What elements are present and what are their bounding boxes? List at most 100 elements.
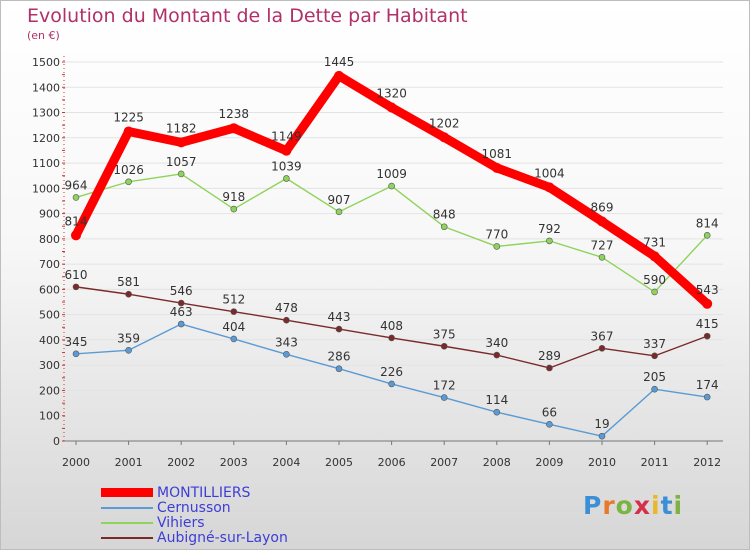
data-point: [230, 308, 238, 315]
x-tick-label: 2000: [62, 456, 90, 469]
data-point: [230, 335, 238, 343]
proxiti-logo: Proxiti: [583, 491, 683, 520]
data-label: 1320: [376, 86, 407, 100]
data-label: 1057: [166, 155, 197, 169]
data-point: [598, 254, 606, 261]
data-point: [651, 385, 658, 393]
data-point: [125, 346, 132, 354]
legend-swatch: [101, 506, 153, 509]
x-tick-label: 2011: [641, 456, 669, 469]
legend-swatch: [101, 521, 153, 524]
data-point: [598, 432, 606, 440]
series-cernusson: 345 359 463 404 343 286 226 172 114 66 19 205 174: [65, 305, 719, 440]
data-point: [703, 393, 711, 401]
data-label: 918: [222, 190, 245, 204]
data-point: [388, 334, 395, 342]
data-label: 443: [328, 310, 351, 324]
legend-label: Cernusson: [157, 499, 231, 516]
data-point: [281, 145, 292, 156]
data-point: [386, 102, 397, 113]
data-point: [440, 342, 448, 350]
data-label: 1238: [219, 107, 250, 121]
y-tick-label: 800: [39, 233, 60, 246]
data-point: [230, 205, 238, 213]
series-montilliers: 814 1225 1182 1238 1149 1445 1320 1202 1081 1004 8…: [65, 55, 719, 309]
data-point: [703, 332, 711, 340]
logo-letter: o: [615, 491, 634, 520]
data-point: [493, 408, 501, 416]
data-label: 1225: [113, 110, 144, 124]
data-point: [72, 194, 80, 201]
data-point: [283, 175, 290, 182]
data-label: 286: [328, 350, 351, 364]
data-label: 1026: [113, 163, 144, 177]
data-label: 66: [542, 405, 557, 419]
data-label: 512: [222, 293, 245, 307]
x-tick-label: 2010: [588, 456, 616, 469]
data-label: 289: [538, 349, 561, 363]
y-tick-label: 200: [39, 384, 60, 397]
data-point: [649, 251, 660, 262]
logo-letter: t: [660, 491, 674, 520]
data-label: 367: [591, 329, 614, 343]
data-point: [440, 394, 448, 401]
legend-item: Aubigné-sur-Layon: [101, 530, 288, 545]
data-label: 1039: [271, 159, 302, 173]
data-label: 478: [275, 301, 298, 315]
data-point: [440, 223, 448, 231]
data-point: [597, 216, 607, 227]
data-label: 463: [170, 305, 193, 319]
data-point: [703, 232, 711, 239]
y-tick-label: 1200: [32, 132, 60, 145]
data-label: 404: [222, 320, 245, 334]
data-label: 546: [170, 284, 193, 298]
data-label: 174: [696, 378, 719, 392]
data-point: [388, 380, 395, 388]
data-label: 408: [380, 319, 403, 333]
data-label: 1202: [429, 116, 460, 130]
data-point: [283, 351, 290, 358]
x-tick-label: 2001: [115, 456, 143, 469]
x-tick-label: 2003: [220, 456, 248, 469]
legend-label: MONTILLIERS: [157, 484, 251, 501]
data-point: [335, 208, 343, 216]
data-point: [125, 290, 132, 298]
data-point: [72, 283, 80, 291]
data-label: 581: [117, 275, 140, 289]
series-aubign-sur-layon: 610 581 546 512 478 443 408 375 340 289 367 337 415: [65, 268, 719, 372]
data-point: [493, 243, 501, 250]
data-point: [125, 178, 132, 186]
data-point: [493, 351, 501, 359]
data-label: 337: [643, 337, 666, 351]
logo-letter: x: [633, 491, 651, 520]
data-label: 731: [643, 235, 666, 249]
y-tick-label: 500: [39, 309, 60, 322]
x-tick-label: 2007: [430, 456, 458, 469]
x-tick-label: 2012: [693, 456, 721, 469]
y-tick-label: 600: [39, 283, 60, 296]
data-label: 848: [433, 208, 456, 222]
legend-item: MONTILLIERS: [101, 485, 288, 500]
y-tick-label: 400: [39, 334, 60, 347]
data-point: [177, 299, 185, 307]
data-label: 205: [643, 370, 666, 384]
data-label: 770: [485, 227, 508, 241]
data-point: [651, 352, 658, 360]
data-label: 610: [65, 268, 88, 282]
data-point: [546, 364, 553, 372]
series-vihiers: 964 1026 1057 918 1039 907 1009 848 770 792 727 590…: [65, 155, 719, 296]
logo-letter: P: [583, 491, 603, 520]
data-label: 727: [591, 238, 614, 252]
data-label: 964: [65, 178, 88, 192]
data-label: 1182: [166, 121, 197, 135]
x-tick-label: 2009: [535, 456, 563, 469]
data-label: 1445: [324, 55, 355, 69]
data-point: [228, 123, 239, 134]
data-point: [71, 230, 81, 241]
y-tick-label: 900: [39, 208, 60, 221]
data-label: 590: [643, 273, 666, 287]
chart-subtitle: (en €): [27, 29, 60, 42]
data-point: [546, 237, 553, 245]
data-point: [439, 132, 450, 143]
